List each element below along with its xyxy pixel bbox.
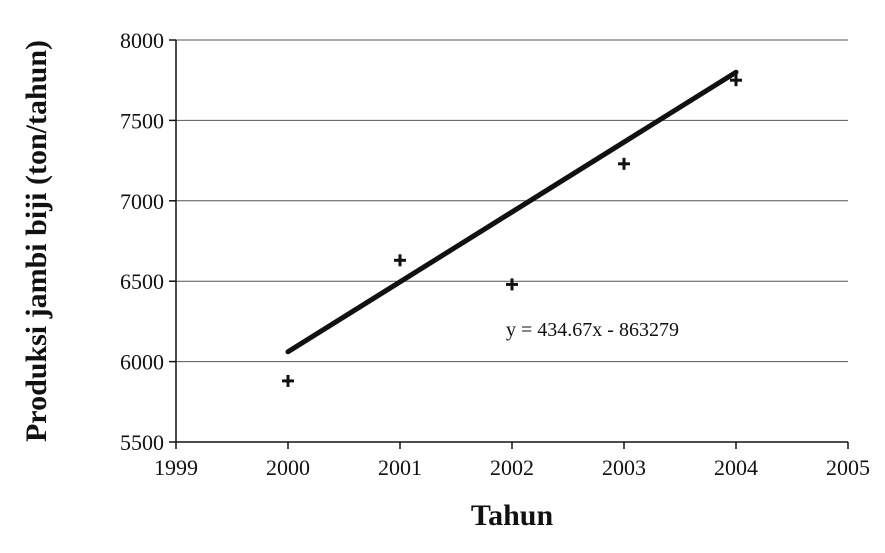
y-tick-label-6000: 6000 — [120, 350, 164, 375]
x-tick-label-2004: 2004 — [714, 455, 758, 480]
y-tick-label-6500: 6500 — [120, 269, 164, 294]
y-axis-title: Produksi jambi biji (ton/tahun) — [20, 40, 53, 442]
y-tick-label-5500: 5500 — [120, 430, 164, 455]
data-point-2003 — [618, 157, 630, 170]
gridlines — [169, 39, 849, 449]
x-tick-label-2000: 2000 — [266, 455, 310, 480]
x-tick-labels: 1999 2000 2001 2002 2003 2004 2005 — [154, 455, 870, 480]
x-tick-label-2003: 2003 — [602, 455, 646, 480]
x-axis-title: Tahun — [471, 499, 554, 532]
y-tick-label-7000: 7000 — [120, 189, 164, 214]
trendline-layer — [285, 69, 739, 355]
trendline — [285, 69, 739, 355]
trendline-equation: y = 434.67x - 863279 — [506, 319, 679, 341]
y-tick-label-8000: 8000 — [120, 28, 164, 53]
data-point-2004 — [730, 74, 742, 87]
x-tick-label-1999: 1999 — [154, 455, 198, 480]
data-points — [282, 74, 742, 387]
x-tick-label-2002: 2002 — [490, 455, 534, 480]
data-point-2001 — [394, 254, 406, 267]
data-point-2002 — [506, 278, 518, 291]
x-tick-label-2001: 2001 — [378, 455, 422, 480]
data-point-2000 — [282, 374, 294, 387]
axes — [175, 40, 848, 443]
y-tick-label-7500: 7500 — [120, 108, 164, 133]
x-tick-label-2005: 2005 — [826, 455, 870, 480]
y-tick-labels: 5500 6000 6500 7000 7500 8000 — [120, 28, 164, 455]
